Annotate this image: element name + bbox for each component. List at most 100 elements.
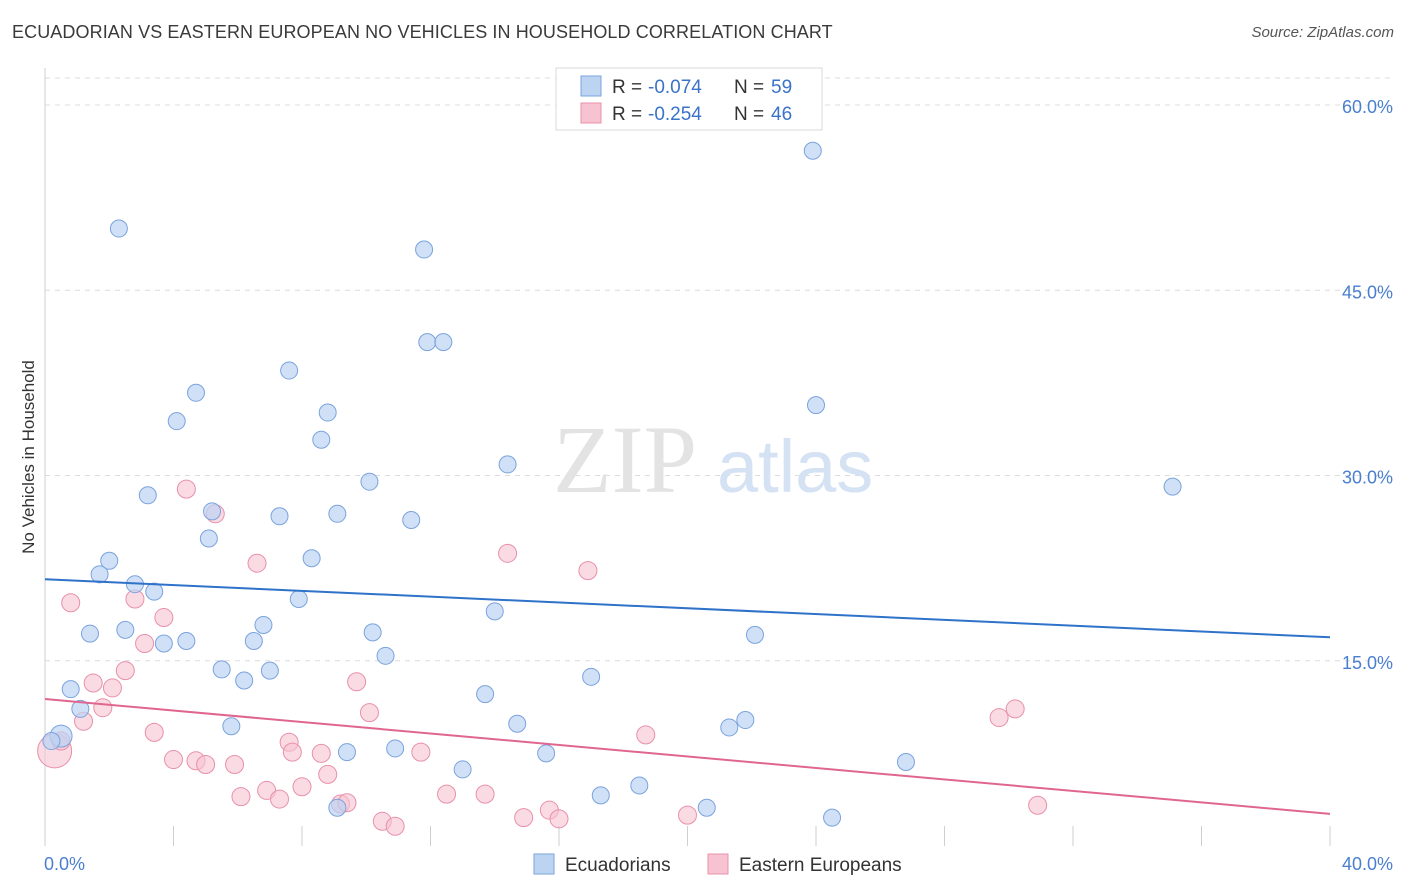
point-ecuadorians	[100, 551, 119, 570]
x-tick-label-min: 0.0%	[44, 854, 85, 874]
point-eastern-europeans	[411, 742, 431, 762]
point-ecuadorians	[260, 661, 279, 680]
point-ecuadorians	[244, 632, 263, 651]
legend-box: R = -0.074 N = 59 R = -0.254 N = 46	[555, 67, 823, 131]
point-eastern-europeans	[83, 673, 103, 693]
point-ecuadorians	[591, 786, 610, 805]
watermark-atlas: atlas	[717, 425, 873, 508]
point-ecuadorians	[222, 717, 241, 736]
point-ecuadorians	[360, 472, 379, 491]
point-eastern-europeans	[61, 593, 81, 613]
point-eastern-europeans	[636, 725, 656, 745]
point-ecuadorians	[235, 671, 254, 690]
x-tick-marks	[44, 826, 1331, 846]
point-ecuadorians	[415, 240, 434, 259]
bottom-legend-ecuadorians: Ecuadorians	[565, 855, 671, 876]
trend-line-eastern-europeans	[44, 698, 1331, 815]
trend-lines	[44, 578, 1331, 815]
bottom-legend: Ecuadorians Eastern Europeans	[533, 853, 902, 876]
point-ecuadorians	[280, 361, 299, 380]
point-ecuadorians	[537, 744, 556, 763]
point-ecuadorians	[154, 634, 173, 653]
point-ecuadorians	[138, 486, 157, 505]
point-eastern-europeans	[1028, 795, 1048, 815]
point-eastern-europeans	[225, 754, 245, 774]
point-ecuadorians	[697, 798, 716, 817]
point-ecuadorians	[42, 732, 61, 751]
point-ecuadorians	[582, 667, 601, 686]
legend-n-value-1: 59	[771, 77, 792, 98]
point-ecuadorians	[630, 776, 649, 795]
point-eastern-europeans	[359, 703, 379, 723]
y-tick-label: 30.0%	[1342, 468, 1393, 488]
point-eastern-europeans	[282, 742, 302, 762]
legend-r-value-2: -0.254	[648, 104, 702, 125]
point-eastern-europeans	[318, 764, 338, 784]
point-ecuadorians	[402, 510, 421, 529]
series-eastern-europeans	[37, 479, 1048, 836]
legend-swatch-pink	[580, 102, 602, 124]
point-eastern-europeans	[144, 722, 164, 742]
point-ecuadorians	[476, 685, 495, 704]
y-tick-label: 60.0%	[1342, 97, 1393, 117]
y-tick-label: 45.0%	[1342, 282, 1393, 302]
point-eastern-europeans	[135, 633, 155, 653]
point-eastern-europeans	[578, 561, 598, 581]
point-eastern-europeans	[93, 698, 113, 718]
y-tick-label: 15.0%	[1342, 653, 1393, 673]
point-eastern-europeans	[154, 608, 174, 628]
point-ecuadorians	[328, 504, 347, 523]
x-tick-label-max: 40.0%	[1342, 854, 1393, 874]
point-eastern-europeans	[385, 816, 405, 836]
point-ecuadorians	[90, 565, 109, 584]
point-ecuadorians	[302, 549, 321, 568]
point-ecuadorians	[109, 219, 128, 238]
legend-n-label-1: N =	[734, 77, 764, 98]
point-eastern-europeans	[270, 789, 290, 809]
bottom-legend-swatch-ecuadorians	[533, 853, 555, 875]
point-eastern-europeans	[176, 479, 196, 499]
point-eastern-europeans	[678, 805, 697, 825]
y-tick-labels: 15.0% 30.0% 45.0% 60.0%	[1342, 97, 1393, 673]
legend-r-value-1: -0.074	[648, 77, 702, 98]
point-ecuadorians	[203, 502, 222, 521]
point-ecuadorians	[337, 743, 356, 762]
point-eastern-europeans	[102, 678, 122, 698]
legend-r-label-1: R =	[612, 77, 642, 98]
point-ecuadorians	[823, 808, 842, 827]
point-ecuadorians	[167, 412, 186, 431]
point-ecuadorians	[736, 711, 755, 730]
point-eastern-europeans	[1005, 699, 1025, 719]
legend-r-label-2: R =	[612, 104, 642, 125]
source-label: Source: ZipAtlas.com	[1251, 24, 1394, 41]
point-eastern-europeans	[196, 754, 216, 774]
bottom-legend-eastern-europeans: Eastern Europeans	[739, 855, 902, 876]
point-ecuadorians	[498, 455, 517, 474]
point-ecuadorians	[745, 625, 764, 644]
point-eastern-europeans	[989, 708, 1009, 728]
point-ecuadorians	[803, 141, 822, 160]
point-ecuadorians	[318, 403, 337, 422]
point-ecuadorians	[312, 430, 331, 449]
point-eastern-europeans	[437, 784, 457, 804]
point-eastern-europeans	[292, 777, 312, 797]
point-ecuadorians	[376, 646, 395, 665]
point-ecuadorians	[71, 699, 90, 718]
point-ecuadorians	[177, 632, 196, 651]
legend-swatch-blue	[580, 75, 602, 97]
point-ecuadorians	[270, 507, 289, 526]
point-ecuadorians	[1163, 477, 1182, 496]
point-ecuadorians	[453, 760, 472, 779]
point-ecuadorians	[145, 582, 164, 601]
point-ecuadorians	[61, 680, 80, 699]
point-ecuadorians	[896, 753, 915, 772]
y-axis-label: No Vehicles in Household	[19, 360, 38, 554]
point-ecuadorians	[508, 714, 527, 733]
point-ecuadorians	[254, 615, 273, 634]
watermark-zip: ZIP	[553, 406, 697, 513]
point-ecuadorians	[485, 602, 504, 621]
grid-lines	[45, 77, 1393, 662]
point-ecuadorians	[418, 333, 437, 352]
point-ecuadorians	[80, 624, 99, 643]
